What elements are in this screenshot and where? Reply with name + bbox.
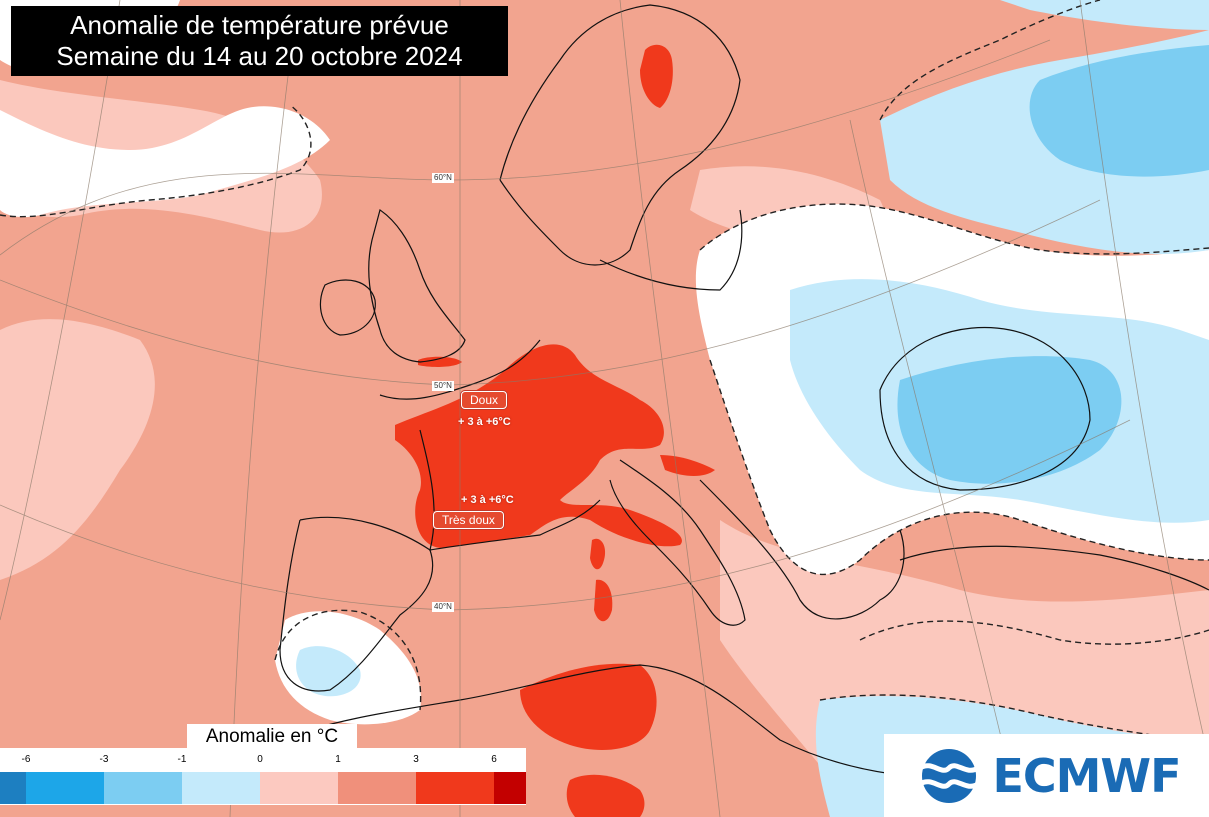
legend-swatch: [494, 772, 526, 804]
coastline-scandinavia: [499, 4, 741, 266]
strong-warm-zone-sahara: [566, 774, 645, 817]
latitude-label-50n: 50°N: [432, 381, 454, 391]
legend-tick: -1: [177, 754, 187, 765]
coastline-balkans: [699, 479, 905, 620]
coastline-ireland: [319, 279, 376, 336]
strong-warm-zone-corsica: [590, 538, 606, 570]
map-title: Anomalie de température prévue Semaine d…: [11, 6, 508, 76]
strong-warm-zone-france: [395, 344, 682, 548]
legend-tick: 0: [257, 754, 263, 765]
legend-swatch: [338, 772, 416, 804]
coastline-uk: [368, 209, 466, 363]
coastline-iberia: [279, 516, 434, 692]
strong-warm-zone-scandinavia: [640, 44, 673, 108]
legend-tick: 3: [413, 754, 419, 765]
legend-swatch: [104, 772, 182, 804]
cold-zone-black-sea-core: [897, 356, 1122, 484]
neutral-zone-north-atlantic: [0, 106, 330, 218]
meridian-b: [229, 59, 291, 817]
meridian-d: [619, 0, 721, 817]
ecmwf-emblem-icon: [919, 748, 980, 803]
cold-zone-iberia: [296, 646, 361, 697]
legend-swatch: [260, 772, 338, 804]
annotation-badge-tres-doux: Très doux: [433, 511, 504, 529]
contour-eastern-europe: [699, 203, 1209, 255]
legend-tick: -3: [99, 754, 109, 765]
legend-ticks: -6 -3 -1 0 1 3 6: [0, 754, 526, 768]
contour-north-atlantic: [0, 104, 312, 218]
strong-warm-zone-uk: [418, 356, 462, 367]
contour-east-med: [859, 620, 1209, 645]
meridian-e: [849, 119, 1021, 817]
coastlines: [279, 4, 1209, 776]
coastline-black-sea: [879, 326, 1091, 491]
contour-south: [819, 694, 1209, 743]
cold-zone-top: [1000, 0, 1209, 30]
strong-warm-zone-alps-east: [660, 455, 715, 476]
logo-text: ECMWF: [992, 748, 1181, 803]
coastline-france: [379, 339, 601, 551]
meridian-a: [0, 0, 121, 621]
coastline-baltic: [599, 209, 743, 291]
annotation-badge-doux: Doux: [461, 391, 508, 409]
strong-warm-zone-north-africa: [520, 663, 657, 750]
strong-warm-zone-sardinia: [594, 579, 613, 622]
latitude-label-60n: 60°N: [432, 173, 454, 183]
zero-anomaly-contours: [0, 0, 1209, 743]
annotation-range-doux: + 3 à +6°C: [458, 416, 511, 428]
cold-zone-russia-core: [1029, 45, 1209, 177]
legend-swatch: [182, 772, 260, 804]
coastline-italy: [609, 459, 746, 626]
legend-tick: 1: [335, 754, 341, 765]
parallel-50n: [0, 199, 1101, 386]
coastline-turkey: [899, 545, 1209, 591]
ecmwf-logo: ECMWF: [884, 734, 1209, 817]
legend-tick: -6: [21, 754, 31, 765]
title-line-1: Anomalie de température prévue: [70, 10, 449, 40]
parallel-40n: [0, 419, 1131, 611]
title-line-2: Semaine du 14 au 20 octobre 2024: [56, 41, 463, 71]
legend-swatch: [416, 772, 494, 804]
light-warm-zone-atlantic-west: [0, 319, 155, 580]
annotation-range-tres-doux: + 3 à +6°C: [461, 494, 514, 506]
coastline-north-africa: [279, 664, 901, 776]
legend-tick: 6: [491, 754, 497, 765]
legend-swatch: [0, 772, 26, 804]
meridian-f: [1079, 0, 1209, 761]
contour-balkans: [709, 359, 1209, 576]
latitude-label-40n: 40°N: [432, 602, 454, 612]
legend-swatches: [0, 772, 526, 804]
contour-iberia: [274, 609, 422, 711]
legend-swatch: [26, 772, 104, 804]
legend-title: Anomalie en °C: [187, 724, 357, 750]
